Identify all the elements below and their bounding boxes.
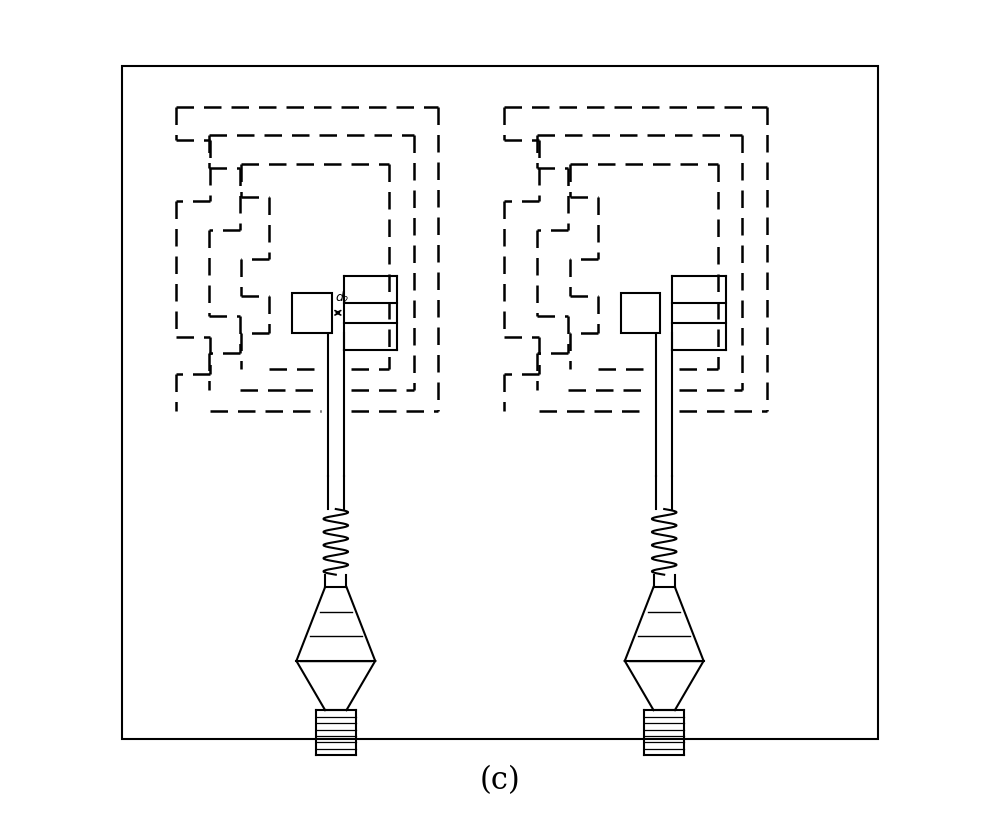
Text: $d_2$: $d_2$	[335, 290, 349, 306]
Bar	[122, 66, 878, 739]
Bar	[292, 293, 332, 333]
Bar	[621, 293, 660, 333]
Text: (c): (c)	[480, 765, 520, 796]
